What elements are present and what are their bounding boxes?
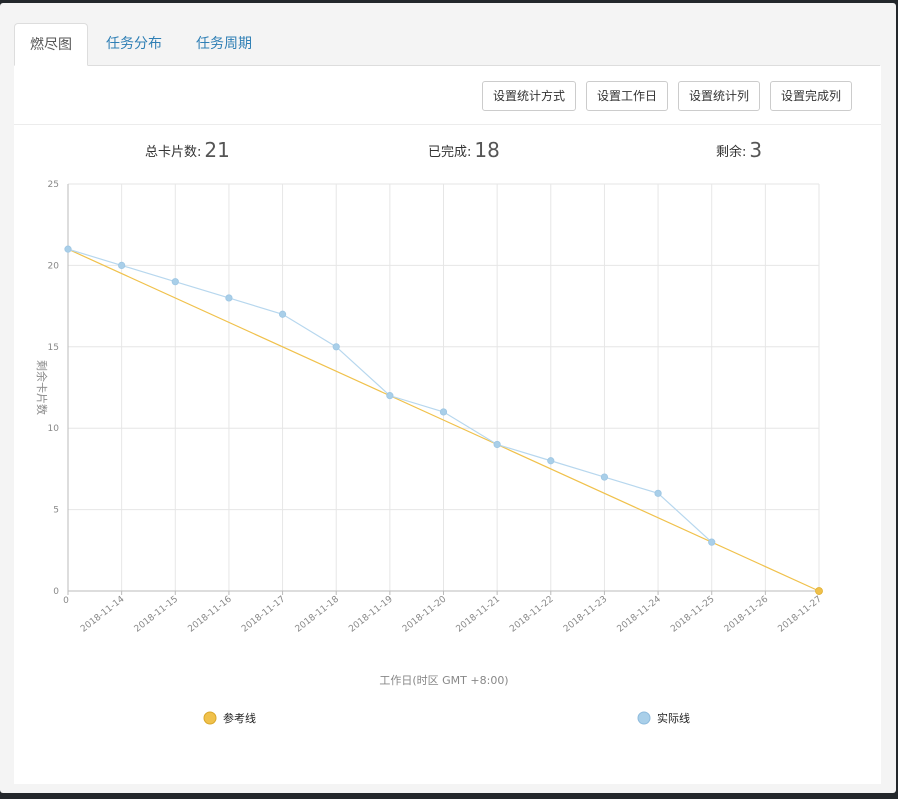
tab-task-cycle[interactable]: 任务周期 [196,36,252,52]
x-tick-label: 2018-11-22 [508,594,555,634]
x-tick-label: 2018-11-18 [294,594,342,634]
reference-end-point [815,587,823,595]
x-tick-label: 0 [63,596,69,606]
x-tick-label: 2018-11-23 [562,594,609,634]
actual-data-point [64,245,72,253]
set-stat-column-button[interactable]: 设置统计列 [678,81,760,111]
y-tick-label: 10 [48,424,60,434]
actual-data-point [118,261,126,269]
tab-bar: 燃尽图 任务分布 任务周期 [14,23,880,66]
set-stat-mode-button[interactable]: 设置统计方式 [482,81,576,111]
x-tick-label: 2018-11-19 [347,594,395,634]
y-tick-label: 20 [48,261,60,271]
actual-data-point [600,473,609,481]
series-line-reference [67,248,820,592]
x-tick-label: 2018-11-16 [186,594,234,634]
x-tick-label: 2018-11-24 [616,594,664,634]
x-tick-label: 2018-11-27 [776,594,823,634]
actual-data-point [547,457,555,465]
actual-data-point [654,489,662,497]
set-workday-button[interactable]: 设置工作日 [586,81,668,111]
actual-data-point [439,408,448,416]
x-tick-label: 2018-11-20 [401,594,449,634]
y-axis-title: 剩余卡片数 [35,360,49,415]
toolbar-divider [14,124,881,125]
y-tick-label: 25 [48,180,59,190]
remaining-cards-label: 剩余: [716,145,747,160]
burndown-window: 燃尽图 任务分布 任务周期 设置统计方式 设置工作日 设置统计列 设置完成列 总… [0,3,896,793]
burndown-panel: 设置统计方式 设置工作日 设置统计列 设置完成列 总卡片数: 21 已完成: 18 … [14,66,881,784]
actual-data-point [225,294,233,302]
actual-data-point [386,392,394,400]
x-tick-label: 2018-11-25 [669,594,716,634]
x-tick-label: 2018-11-21 [455,594,502,634]
y-tick-label: 5 [53,506,59,516]
total-cards-stat: 总卡片数: 21 [145,138,230,162]
actual-data-point [708,538,716,546]
set-done-column-button[interactable]: 设置完成列 [770,81,852,111]
actual-data-point [171,278,179,286]
y-tick-label: 0 [53,587,59,597]
x-tick-label: 2018-11-14 [79,594,127,634]
remaining-cards-stat: 剩余: 3 [716,138,762,162]
legend-label-reference: 参考线 [223,711,256,725]
x-tick-label: 2018-11-26 [723,594,771,634]
legend-marker-reference [203,711,217,725]
actual-data-point [493,440,501,449]
x-tick-label: 2018-11-15 [133,594,180,634]
actual-data-point [278,310,287,318]
total-cards-value: 21 [204,138,230,162]
total-cards-label: 总卡片数: [145,145,202,160]
tab-burndown[interactable]: 燃尽图 [14,23,88,66]
x-tick-label: 2018-11-17 [240,594,287,634]
remaining-cards-value: 3 [749,138,763,162]
tab-task-distribution[interactable]: 任务分布 [106,36,162,52]
legend-label-actual: 实际线 [657,711,690,725]
legend-marker-actual [637,711,651,725]
actual-data-point [332,343,340,351]
done-cards-value: 18 [474,138,500,162]
done-cards-label: 已完成: [428,145,472,160]
done-cards-stat: 已完成: 18 [428,138,500,162]
x-axis-title: 工作日(时区 GMT +8:00) [379,674,508,687]
y-tick-label: 15 [48,343,59,353]
